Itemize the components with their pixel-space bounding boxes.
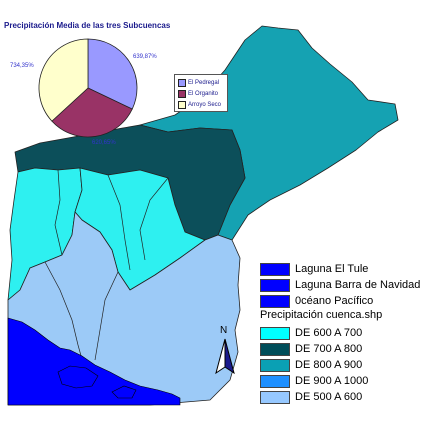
legend-item-laguna-barra: Laguna Barra de Navidad — [260, 277, 420, 293]
legend-swatch — [178, 78, 186, 87]
legend-label: Laguna El Tule — [295, 263, 369, 275]
pie-slice-el-organito — [51, 87, 133, 138]
legend-label: Laguna Barra de Navidad — [295, 279, 421, 291]
pie-label-el-organito: 620,65% — [92, 140, 116, 146]
pie-legend-item: Arroyo Seco — [178, 100, 221, 109]
north-arrow-letter: N — [220, 325, 228, 336]
pie-legend: El Pedregal El Organito Arroyo Seco — [174, 74, 228, 112]
legend-swatch — [260, 390, 290, 404]
pie-legend-label: El Organito — [188, 90, 219, 97]
pie-label-el-pedregal: 639,87% — [133, 54, 157, 60]
legend-label: DE 700 A 800 — [295, 343, 363, 355]
legend-swatch — [260, 326, 290, 340]
legend-label: DE 500 A 600 — [295, 391, 363, 403]
legend-swatch — [260, 374, 290, 388]
pacific-ocean — [7, 317, 181, 406]
legend-item-class: DE 900 A 1000 — [260, 373, 368, 389]
legend-swatch — [260, 358, 290, 372]
pie-label-arroyo-seco: 734,35% — [10, 63, 34, 69]
legend-label: DE 800 A 900 — [295, 359, 363, 371]
legend-label: DE 900 A 1000 — [295, 375, 369, 387]
pie-legend-label: El Pedregal — [188, 79, 220, 86]
legend-label: DE 600 A 700 — [295, 327, 363, 339]
laguna-barra-de-navidad — [57, 365, 99, 389]
chart-title: Precipitación Media de las tres Subcuenc… — [4, 21, 171, 30]
laguna-el-tule — [111, 385, 137, 399]
legend-item-class: DE 700 A 800 — [260, 341, 362, 357]
pie-legend-label: Arroyo Seco — [188, 101, 222, 108]
legend-label: 0céano Pacífico — [295, 295, 374, 307]
pie-slice-arroyo-seco — [38, 38, 89, 122]
legend-swatch — [178, 100, 186, 109]
legend-item-class: DE 500 A 600 — [260, 389, 362, 405]
legend-swatch — [178, 89, 186, 98]
shapefile-title: Precipitación cuenca.shp — [260, 309, 383, 321]
north-arrow-icon — [215, 338, 235, 375]
legend-swatch — [260, 278, 290, 292]
pie-legend-item: El Pedregal — [178, 78, 219, 87]
pie-legend-item: El Organito — [178, 89, 218, 98]
legend-swatch — [260, 294, 290, 308]
legend-item-class: DE 800 A 900 — [260, 357, 362, 373]
pie-slice-el-pedregal — [87, 38, 138, 110]
legend-swatch — [260, 262, 290, 276]
legend-swatch — [260, 342, 290, 356]
legend-item-oceano: 0céano Pacífico — [260, 293, 373, 309]
legend-item-class: DE 600 A 700 — [260, 325, 362, 341]
legend-item-laguna-el-tule: Laguna El Tule — [260, 261, 368, 277]
